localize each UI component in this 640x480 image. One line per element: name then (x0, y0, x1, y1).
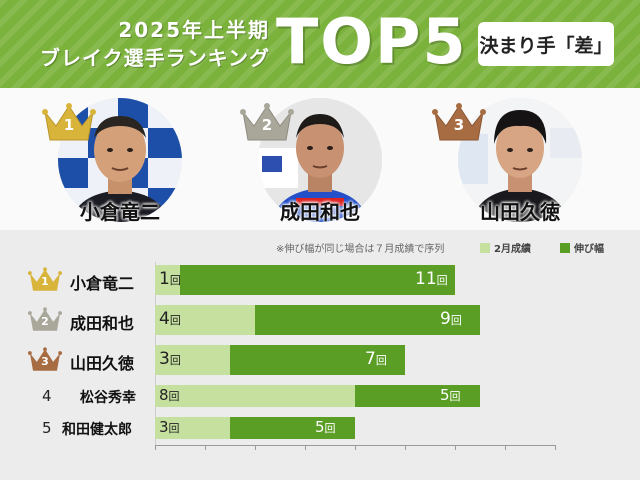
bar-value-feb: 4回 (159, 309, 181, 329)
x-axis-tick (205, 445, 206, 450)
bar-segment-feb (155, 345, 230, 375)
legend-swatch-growth (560, 243, 570, 253)
legend-label-feb: 2月成績 (494, 244, 531, 255)
row-player-name: 成田和也 (70, 314, 135, 333)
bar-value-unit: 回 (436, 274, 448, 287)
top3-name-1: 小倉竜二 (80, 200, 160, 224)
bar-value-unit: 回 (375, 354, 387, 367)
row-player-name: 松谷秀幸 (80, 390, 136, 406)
row-rank: 1 (41, 275, 49, 288)
chart-note: ※伸び幅が同じ場合は７月成績で序列 (276, 244, 445, 255)
crown-icon: 1 (42, 102, 96, 144)
bar-value-unit: 回 (169, 314, 181, 327)
header-subtitle-line1: 2025年上半期 (118, 18, 270, 42)
bar-value-feb: 8回 (159, 386, 180, 404)
bar-value-unit: 回 (169, 354, 181, 367)
row-label: 2 成田和也 (0, 305, 155, 335)
bar-value-unit: 回 (168, 422, 180, 435)
row-rank: 3 (41, 355, 49, 368)
bar-segment-growth (255, 305, 480, 335)
x-axis-tick (405, 445, 406, 450)
crown-icon: 3 (432, 102, 486, 144)
crown-icon: 2 (28, 306, 62, 334)
bar-value-growth: 9回 (440, 309, 462, 329)
bar-segment-feb (155, 417, 230, 439)
row-label: 4 松谷秀幸 (0, 385, 155, 407)
crown-icon: 3 (28, 346, 62, 374)
legend-item-growth: 伸び幅 (560, 240, 604, 255)
legend-swatch-feb (480, 243, 490, 253)
bar-value-unit: 回 (169, 274, 181, 287)
bar-segment-growth (230, 417, 355, 439)
bar-segment-feb (155, 385, 355, 407)
x-axis-tick (455, 445, 456, 450)
crown-rank-3: 3 (453, 116, 465, 134)
row-player-name: 小倉竜二 (70, 274, 135, 293)
x-axis-tick (155, 445, 156, 450)
crown-rank-2: 2 (261, 116, 273, 134)
header-main-title: TOP5 (276, 5, 468, 78)
bar-value-feb: 3回 (159, 349, 181, 369)
legend-item-feb: 2月成績 (480, 240, 531, 255)
header-banner: 2025年上半期 ブレイク選手ランキング TOP5 決まり手「差」 (0, 0, 640, 88)
player-photo-2 (258, 98, 382, 222)
row-rank: 2 (41, 315, 49, 328)
bar-value-unit: 回 (168, 390, 180, 403)
row-rank: 4 (42, 387, 52, 405)
bar-segment-growth (230, 345, 405, 375)
x-axis-tick (305, 445, 306, 450)
row-label: 3 山田久徳 (0, 345, 155, 375)
row-player-name: 和田健太郎 (62, 422, 132, 438)
bar-segment-feb (155, 305, 255, 335)
top3-card-3: 3 山田久徳 (420, 88, 620, 230)
bar-value-feb: 1回 (159, 269, 181, 289)
row-label: 1 小倉竜二 (0, 265, 155, 295)
x-axis-tick (255, 445, 256, 450)
crown-rank-1: 1 (63, 116, 75, 134)
bar-value-growth: 7回 (365, 349, 387, 369)
top3-card-2: 2 成田和也 (220, 88, 420, 230)
row-player-name: 山田久徳 (70, 354, 135, 373)
player-photo-1 (58, 98, 182, 222)
header-subtitle-line2: ブレイク選手ランキング (40, 46, 270, 70)
bar-segment-growth (355, 385, 480, 407)
x-axis-tick (355, 445, 356, 450)
crown-icon: 1 (28, 266, 62, 294)
top3-card-1: 1 小倉竜二 (20, 88, 220, 230)
bar-value-growth: 5回 (440, 386, 461, 404)
row-label: 5 和田健太郎 (0, 417, 155, 439)
bar-value-growth: 5回 (315, 418, 336, 436)
bar-segment-feb (155, 265, 180, 295)
top3-podium: 1 小倉竜二 2 (0, 88, 640, 230)
legend-label-growth: 伸び幅 (574, 244, 604, 255)
x-axis-tick (505, 445, 506, 450)
bar-value-growth: 11回 (415, 269, 448, 289)
top3-name-3: 山田久徳 (480, 200, 560, 224)
bar-value-feb: 3回 (159, 418, 180, 436)
top3-name-2: 成田和也 (280, 200, 360, 224)
row-rank: 5 (42, 419, 52, 437)
bar-value-unit: 回 (324, 422, 336, 435)
bar-value-unit: 回 (449, 390, 461, 403)
x-axis-tick (555, 445, 556, 450)
bar-value-unit: 回 (450, 314, 462, 327)
crown-icon: 2 (240, 102, 294, 144)
bar-segment-growth (180, 265, 455, 295)
header-badge: 決まり手「差」 (478, 22, 614, 66)
